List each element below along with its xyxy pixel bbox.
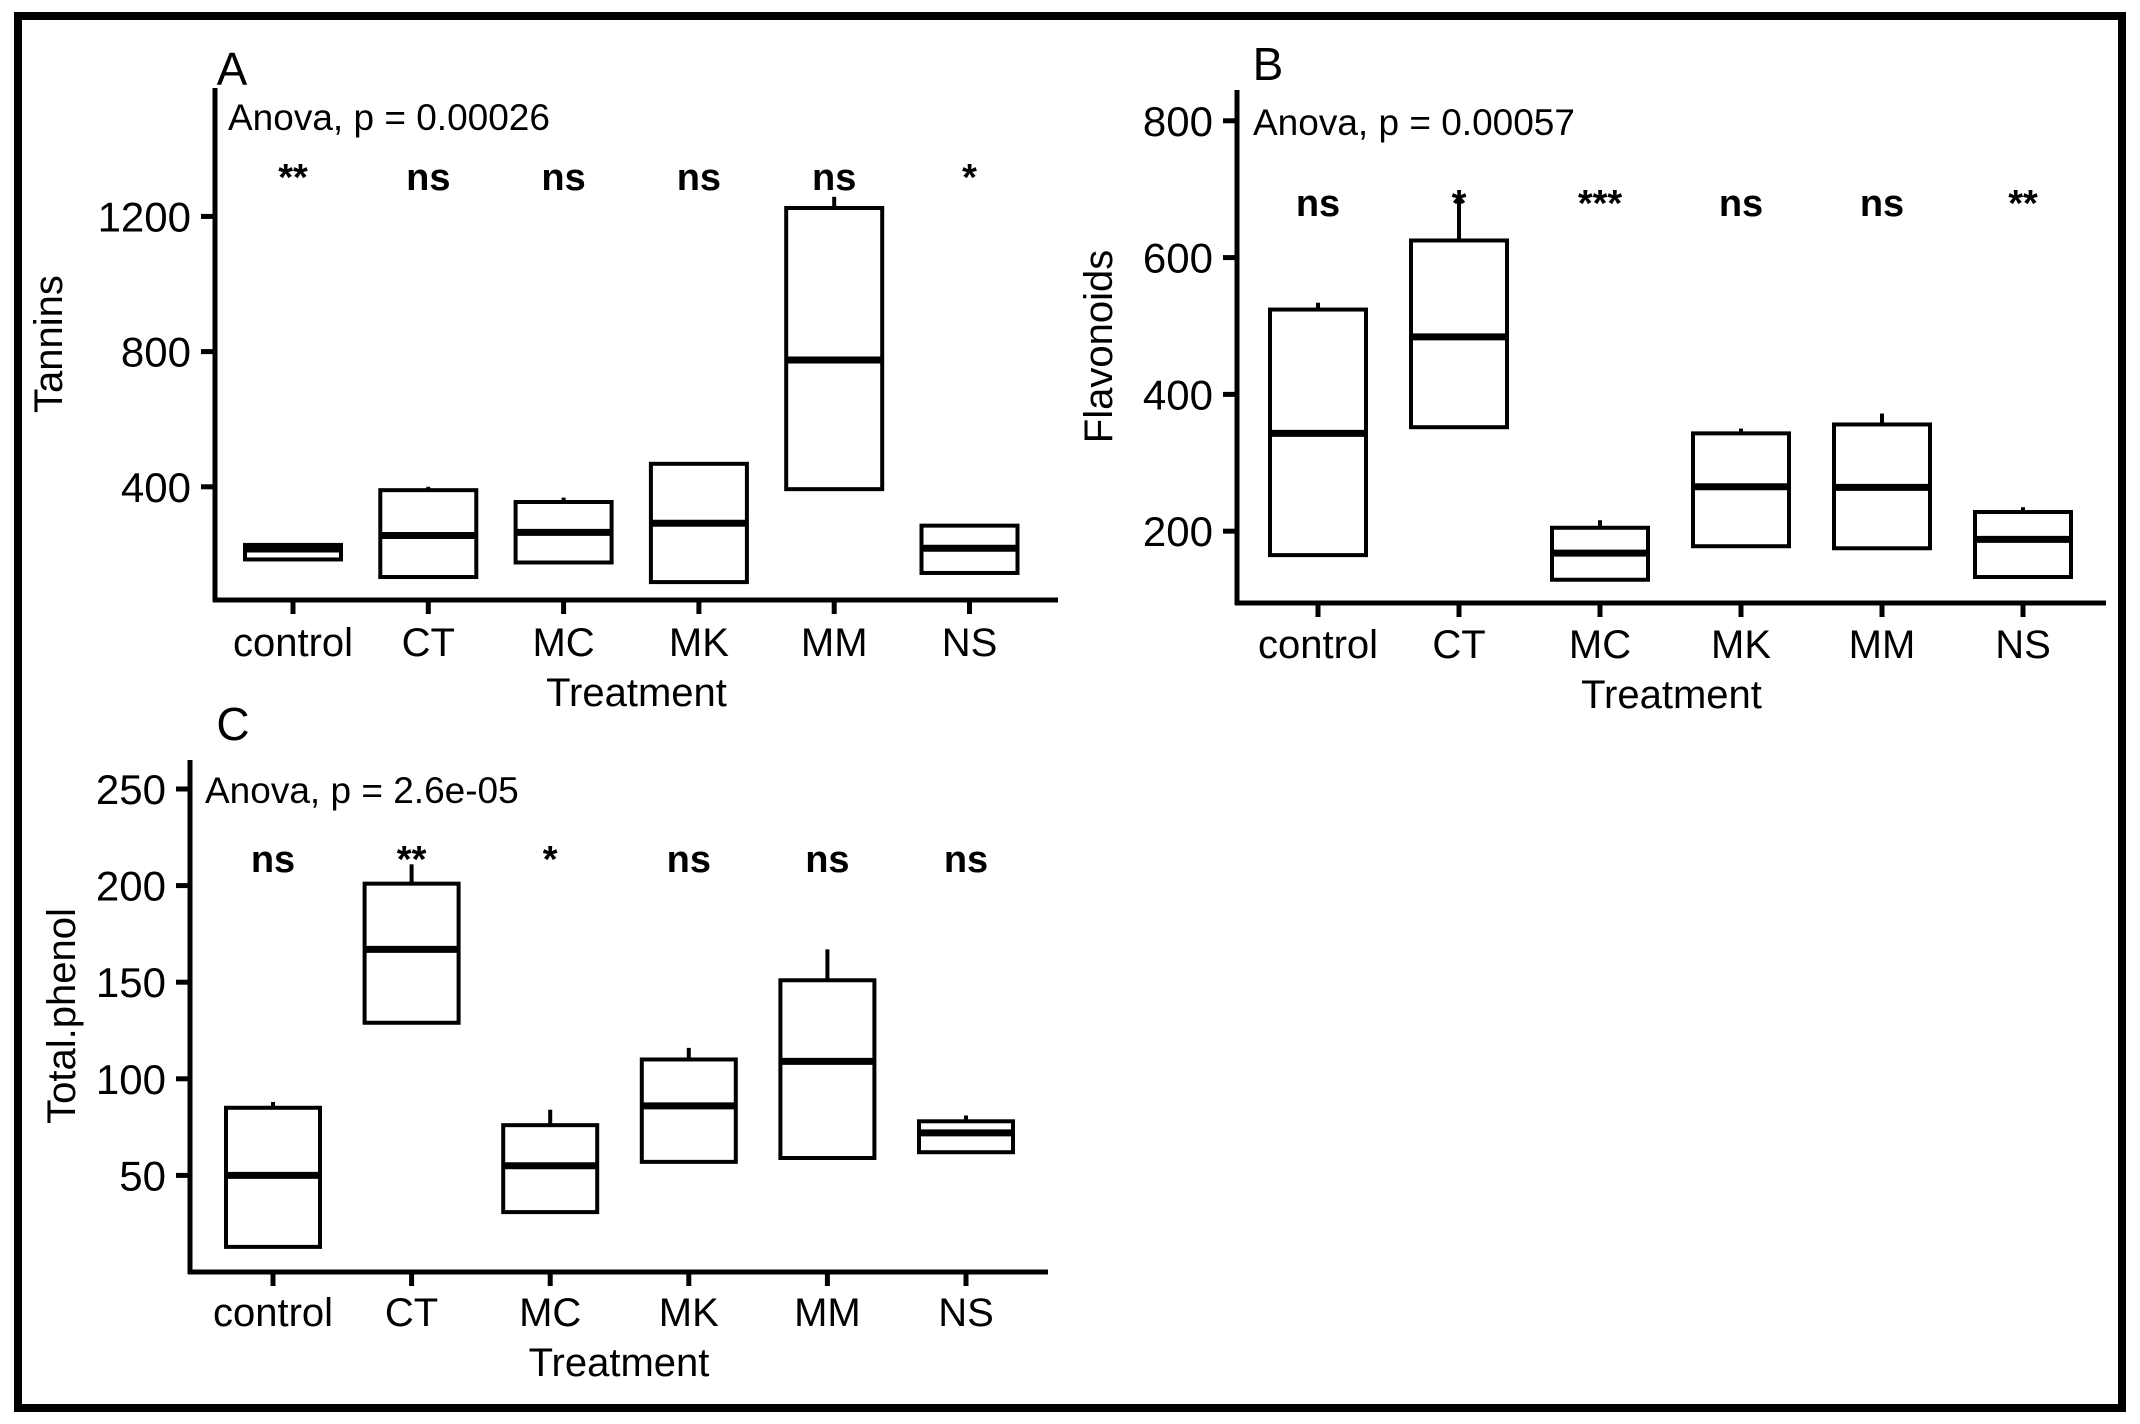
category-label: NS <box>942 621 998 665</box>
category-label: MM <box>794 1291 861 1335</box>
category-label: MC <box>519 1291 581 1335</box>
y-tick-label: 400 <box>1143 371 1213 418</box>
y-tick-label: 800 <box>1143 98 1213 145</box>
y-tick-label: 200 <box>1143 508 1213 555</box>
anova-annotation: Anova, p = 2.6e-05 <box>205 770 519 811</box>
panel-c-total-phenol-boxplot: 50 100 150 200 250 control ns CT ** MC * MK ns MM ns NS… <box>40 698 1048 1385</box>
category-label: control <box>1258 623 1378 667</box>
category-label: CT <box>385 1291 438 1335</box>
significance-label: ** <box>278 157 308 199</box>
significance-label: ns <box>677 157 721 199</box>
category-label: MC <box>1569 623 1631 667</box>
significance-label: * <box>1452 183 1467 225</box>
category-label: NS <box>938 1291 994 1335</box>
y-tick-label: 800 <box>121 329 191 376</box>
y-tick-label: 1200 <box>98 193 191 240</box>
significance-label: ns <box>805 839 849 881</box>
y-axis-title: Tannins <box>27 275 71 413</box>
significance-label: ns <box>1860 183 1904 225</box>
panel-letter: A <box>217 43 248 95</box>
category-label: MK <box>669 621 729 665</box>
y-tick-label: 600 <box>1143 235 1213 282</box>
y-tick-label: 400 <box>121 464 191 511</box>
significance-label: ** <box>397 839 427 881</box>
x-axis-title: Treatment <box>529 1341 710 1385</box>
significance-label: ns <box>251 839 295 881</box>
y-tick-label: 150 <box>96 959 166 1006</box>
significance-label: ns <box>944 839 988 881</box>
box <box>784 205 885 492</box>
panel-b-flavonoids-boxplot: 200 400 600 800 control ns CT * MC *** MK ns MM ns NS *… <box>1077 38 2106 717</box>
category-label: control <box>233 621 353 665</box>
y-axis-title: Flavonoids <box>1077 250 1121 443</box>
y-tick-label: 100 <box>96 1056 166 1103</box>
box <box>362 881 461 1025</box>
significance-label: ns <box>406 157 450 199</box>
x-axis-title: Treatment <box>546 671 727 715</box>
significance-label: *** <box>1578 183 1623 225</box>
y-tick-label: 50 <box>119 1152 166 1199</box>
category-label: MM <box>801 621 868 665</box>
y-axis-title: Total.phenol <box>40 908 84 1124</box>
significance-label: ns <box>541 157 585 199</box>
significance-label: * <box>543 839 558 881</box>
box <box>639 1057 738 1164</box>
significance-label: ns <box>1296 183 1340 225</box>
significance-label: ns <box>667 839 711 881</box>
anova-annotation: Anova, p = 0.00057 <box>1253 102 1575 143</box>
significance-label: * <box>962 157 977 199</box>
significance-label: ns <box>1719 183 1763 225</box>
x-axis-title: Treatment <box>1581 673 1762 717</box>
category-label: MM <box>1849 623 1916 667</box>
category-label: control <box>213 1291 333 1335</box>
panel-a-tannins-boxplot: 400 800 1200 control ** CT ns MC ns MK ns MM ns NS * AA… <box>27 43 1058 715</box>
category-label: MC <box>532 621 594 665</box>
y-tick-label: 250 <box>96 766 166 813</box>
significance-label: ** <box>2008 183 2038 225</box>
category-label: CT <box>402 621 455 665</box>
category-label: NS <box>1995 623 2051 667</box>
category-label: MK <box>659 1291 719 1335</box>
significance-label: ns <box>812 157 856 199</box>
box <box>1973 510 2073 580</box>
anova-annotation: Anova, p = 0.00026 <box>228 97 550 138</box>
y-tick-label: 200 <box>96 863 166 910</box>
category-label: CT <box>1432 623 1485 667</box>
panel-letter: C <box>216 698 249 750</box>
box <box>778 978 877 1161</box>
panel-letter: B <box>1253 38 1284 90</box>
category-label: MK <box>1711 623 1771 667</box>
box <box>917 1119 1015 1155</box>
